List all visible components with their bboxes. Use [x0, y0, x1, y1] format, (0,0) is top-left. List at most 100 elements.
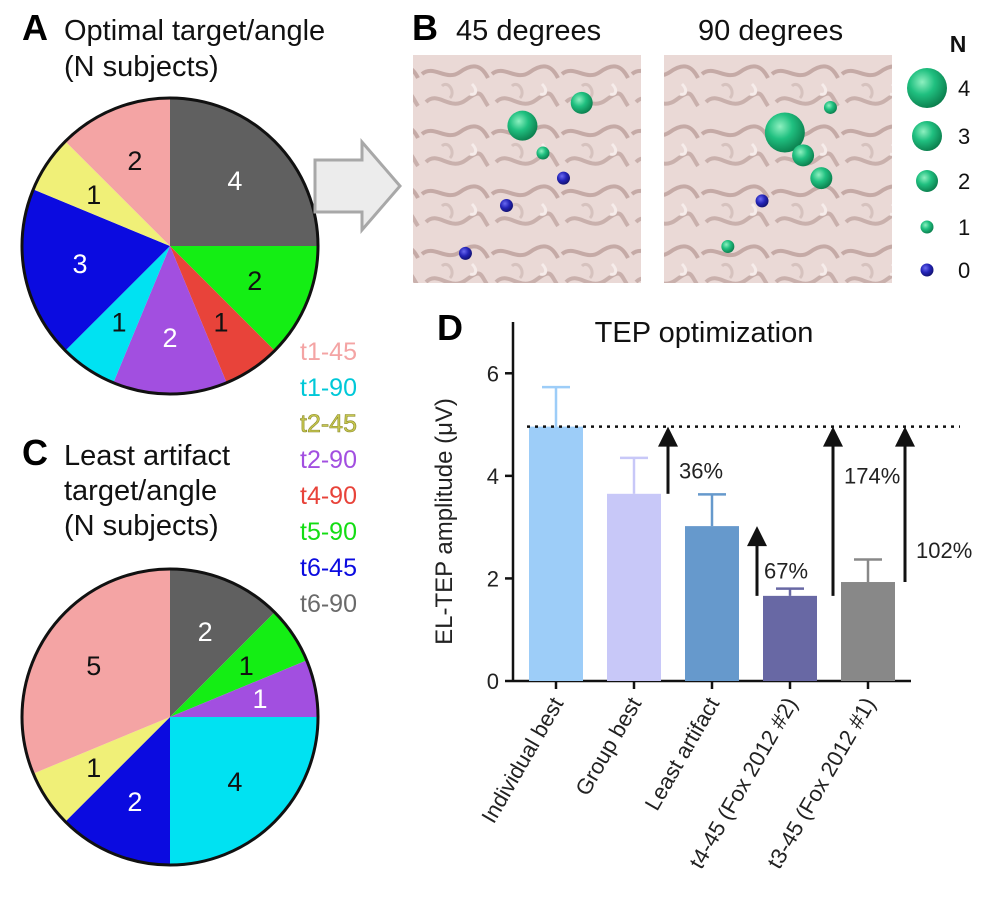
pie-a-slice-t6-45: [22, 189, 171, 351]
pie-a-slice-label-t4-90: 1: [213, 307, 228, 337]
pie-c-slice-label-t5-90: 1: [239, 651, 254, 681]
panel-b-letter: B: [412, 7, 438, 48]
pie-a-slice-t1-90: [65, 246, 170, 383]
n-legend-label-0: 0: [958, 258, 970, 283]
pie-c-slice-t6-45: [65, 717, 170, 865]
panel-a-letter: A: [22, 7, 48, 48]
right-sphere-3: [823, 100, 837, 114]
pie-c-slice-t2-45: [33, 717, 170, 822]
panel-a-title-line1: Optimal target/angle: [64, 15, 325, 47]
pie-a-slice-label-t6-90: 4: [227, 166, 242, 196]
panel-c: C Least artifact target/angle (N subject…: [20, 432, 320, 867]
arrow-a-to-b: [313, 137, 402, 235]
pie-c-slice-label-t2-45: 1: [86, 753, 101, 783]
y-axis-label: EL-TEP amplitude (μV): [431, 398, 458, 645]
arrow-group-best-head: [658, 426, 678, 447]
pie-a-slice-label-t2-45: 1: [86, 180, 101, 210]
panel-c-title-line2: target/angle: [64, 475, 217, 507]
pie-a-slice-t5-90: [170, 246, 318, 351]
pie-c-slice-label-t1-90: 4: [227, 767, 242, 797]
pie-c-slice-label-t6-45: 2: [127, 787, 142, 817]
brain-image-45: [413, 55, 641, 283]
bar-2: [685, 526, 739, 681]
left-sphere-2: [536, 146, 550, 160]
pie-a-slice-t2-45: [33, 141, 170, 246]
bar-1: [607, 493, 661, 681]
legend-item-t2-45: t2-45: [300, 410, 357, 438]
spheres-left: [458, 91, 593, 260]
n-legend-sphere-3: [912, 121, 942, 151]
left-sphere-4: [499, 198, 513, 212]
pie-c-outline: [20, 567, 320, 867]
arrow-fox1-head: [895, 426, 915, 447]
bar-chart: TEP optimization 0 2 4 6 EL-TEP amplitude (μV…: [431, 317, 972, 873]
pie-c-slice-t5-90: [170, 612, 307, 717]
n-legend-label-1: 1: [958, 215, 970, 240]
pie-a-slice-label-t1-90: 1: [112, 307, 127, 337]
left-sphere-0: [507, 110, 538, 141]
improvement-label-0: 36%: [679, 458, 723, 483]
legend-item-t6-90: t6-90: [300, 590, 357, 618]
pie-a-slice-t2-90: [113, 246, 227, 394]
pie-a-slice-label-t1-45: 2: [127, 146, 142, 176]
arrow-fox2-long-head: [823, 426, 843, 447]
x-tick-label-1: Group best: [570, 693, 646, 800]
pie-a-slice-t6-90: [170, 98, 318, 246]
n-legend-sphere-0: [920, 263, 934, 277]
pie-a-slice-label-t5-90: 2: [247, 266, 262, 296]
left-sphere-1: [570, 91, 593, 114]
legend-item-t1-90: t1-90: [300, 374, 357, 402]
y-tick-label-4: 4: [487, 464, 499, 489]
pie-c-slice-label-t6-90: 2: [198, 617, 213, 647]
bar-chart-title: TEP optimization: [595, 317, 814, 349]
bar-0: [529, 426, 583, 681]
spheres-right: [721, 100, 837, 254]
right-brain-title: 90 degrees: [698, 15, 843, 47]
legend-item-t1-45: t1-45: [300, 338, 357, 366]
n-legend-label-3: 3: [958, 124, 970, 149]
n-legend: 4 3 2 1 0: [907, 68, 970, 283]
target-legend: t1-45 t1-90 t2-45 t2-90 t4-90 t5-90 t6-45 t6-90: [300, 338, 358, 618]
n-legend-sphere-4: [907, 68, 947, 108]
panel-d-letter: D: [437, 307, 463, 348]
brain-image-90: [664, 55, 892, 283]
left-brain-title: 45 degrees: [456, 15, 601, 47]
pie-a-slice-label-t6-45: 3: [72, 249, 87, 279]
panel-c-title-line3: (N subjects): [64, 510, 219, 542]
pie-c-slice-t6-90: [170, 569, 275, 717]
pie-a-slice-t1-45: [65, 98, 170, 246]
right-sphere-5: [721, 240, 735, 254]
left-sphere-5: [458, 246, 472, 260]
right-sphere-4: [755, 194, 769, 208]
improvement-label-3: 102%: [916, 538, 972, 563]
pie-c-slice-t2-90: [170, 660, 318, 717]
n-legend-label-2: 2: [958, 169, 970, 194]
n-legend-label-4: 4: [958, 76, 970, 101]
pie-c-slice-label-t1-45: 5: [86, 651, 101, 681]
legend-item-t5-90: t5-90: [300, 518, 357, 546]
right-sphere-2: [810, 167, 833, 190]
legend-item-t4-90: t4-90: [300, 482, 357, 510]
legend-item-t6-45: t6-45: [300, 554, 357, 582]
arrow-fox2-short-head: [747, 526, 767, 547]
n-legend-sphere-2: [916, 170, 938, 192]
legend-item-t2-90: t2-90: [300, 446, 357, 474]
panel-b: B 45 degrees 90 degrees N 4 3 2 1 0: [412, 7, 970, 283]
n-legend-title: N: [950, 31, 967, 57]
panel-a: A Optimal target/angle (N subjects) 4212…: [20, 7, 325, 396]
x-tick-label-2: Least artifact: [640, 693, 725, 815]
bar-4: [841, 582, 895, 681]
left-sphere-3: [556, 171, 570, 185]
bar-3: [763, 595, 817, 681]
y-tick-label-2: 2: [487, 566, 499, 591]
pie-c-slice-t1-90: [170, 717, 318, 865]
x-tick-label-0: Individual best: [476, 693, 568, 827]
pie-c-slice-label-t2-90: 1: [252, 684, 267, 714]
y-tick-label-0: 0: [487, 669, 499, 694]
panel-c-title-line1: Least artifact: [64, 440, 230, 472]
pie-a-outline: [20, 96, 320, 396]
right-sphere-1: [792, 144, 815, 167]
